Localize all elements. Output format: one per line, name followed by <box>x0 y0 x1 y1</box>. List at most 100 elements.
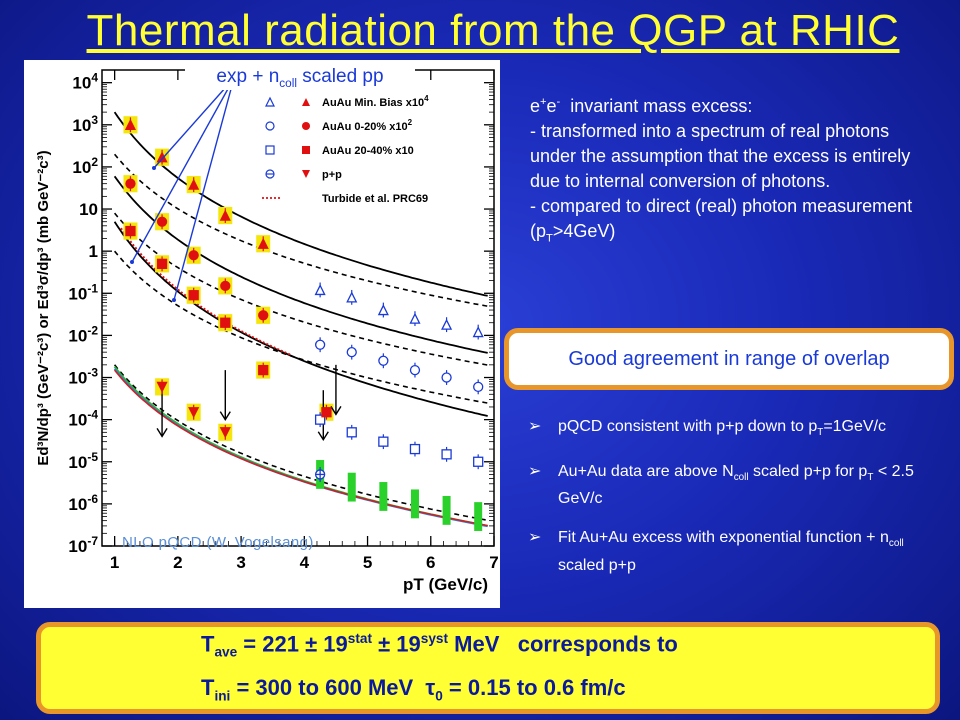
data-point <box>188 250 199 261</box>
y-tick-label: 10-1 <box>68 281 98 303</box>
result-l1-d: MeV corresponds to <box>448 631 678 657</box>
desc-para2-sub: T <box>546 232 553 245</box>
turbide-curve <box>120 227 293 356</box>
data-point <box>441 449 452 460</box>
y-tick-label: 10-4 <box>68 408 98 430</box>
pp-syst-box <box>410 489 419 519</box>
x-tick-label: 2 <box>173 553 182 572</box>
result-l1-b: = 221 ± 19 <box>237 631 348 657</box>
legend-swatch <box>302 98 310 106</box>
pp-syst-box <box>474 502 483 531</box>
nlo-label: NLO pQCD (W. Vogelsang) <box>122 534 314 551</box>
data-point <box>156 258 168 269</box>
bullet3-sub: coll <box>888 538 904 550</box>
x-tick-label: 4 <box>300 553 310 572</box>
legend-label: AuAu 0-20% x102 <box>322 118 413 133</box>
legend-swatch <box>265 145 275 155</box>
data-point <box>473 381 484 393</box>
x-tick-label: 7 <box>489 553 498 572</box>
legend-swatch <box>302 146 310 154</box>
result-tau-sub: 0 <box>435 688 443 704</box>
callout-sub: coll <box>279 76 297 90</box>
data-point <box>314 414 326 425</box>
data-point <box>346 291 358 303</box>
y-tick-label: 102 <box>72 155 98 177</box>
upper-limit-arrow <box>219 411 231 421</box>
data-point <box>188 407 200 419</box>
agreement-box: Good agreement in range of overlap <box>504 328 954 390</box>
fit-curve-minbias <box>113 111 488 297</box>
data-point <box>346 347 357 358</box>
pp-syst-box <box>379 482 388 511</box>
plot-panel: 10-7 10-6 10-5 10-4 10-3 10-2 10-1 1 10 102 103 104… <box>24 60 500 608</box>
x-axis-label: pT (GeV/c) <box>403 575 488 594</box>
nlo-pqcd-red <box>113 369 488 527</box>
ncoll-pp-curve-4 <box>113 364 488 522</box>
data-point <box>125 178 136 189</box>
x-tick-label: 5 <box>363 553 372 572</box>
y-tick-label: 10-3 <box>68 366 98 388</box>
y-tick-label: 1 <box>89 242 98 261</box>
legend-swatch <box>265 121 275 131</box>
result-t2: T <box>201 675 215 700</box>
callout-arrow-head <box>152 166 156 170</box>
data-point <box>346 427 357 438</box>
arrow-bullet-icon: ➢ <box>528 529 542 547</box>
desc-e2: e <box>546 96 557 116</box>
callout-arrow <box>173 77 235 301</box>
data-point <box>156 216 168 227</box>
result-t2-sub: ini <box>214 688 231 704</box>
result-sup-stat: stat <box>347 631 372 646</box>
description-text: e+e- invariant mass excess: - transforme… <box>530 90 940 252</box>
callout-prefix: exp + n <box>216 66 280 87</box>
y-tick-label: 104 <box>72 71 98 93</box>
ncoll-pp-curve-2 <box>113 212 488 366</box>
data-point <box>220 280 231 292</box>
bullet-item: ➢ Fit Au+Au excess with exponential func… <box>528 527 948 575</box>
result-sup-syst: syst <box>420 631 449 646</box>
photon-spectrum-chart: 10-7 10-6 10-5 10-4 10-3 10-2 10-1 1 10 102 103 104… <box>35 69 499 594</box>
arrow-bullet-icon: ➢ <box>528 418 542 435</box>
legend-swatch <box>302 170 310 178</box>
ncoll-pp-curve-3 <box>113 250 488 404</box>
legend-label: p+p <box>322 169 342 181</box>
y-tick-label: 10-2 <box>68 323 98 345</box>
bullet-list: ➢ pQCD consistent with p+p down to pT=1G… <box>528 416 948 594</box>
bullet1-sub: T <box>817 427 824 439</box>
data-point <box>378 355 389 366</box>
data-point <box>124 118 137 130</box>
result-t: T <box>201 631 215 657</box>
nlo-pqcd-green <box>113 366 488 527</box>
desc-para2-a: - compared to direct (real) photon measu… <box>530 196 913 241</box>
result-line-1: Tave = 221 ± 19stat ± 19syst MeV corresp… <box>201 631 678 660</box>
data-point <box>219 427 231 439</box>
result-l2-b: = 300 to 600 MeV τ <box>230 675 436 700</box>
data-point <box>441 318 453 330</box>
result-box: Tave = 221 ± 19stat ± 19syst MeV corresp… <box>36 622 940 714</box>
bullet1-a: pQCD consistent with p+p down to p <box>558 418 818 435</box>
desc-para2-b: >4GeV) <box>552 221 616 241</box>
data-point <box>378 436 389 447</box>
data-point <box>314 339 326 350</box>
y-axis-label: Ed³N/dp³ (GeV⁻²c³) or Ed³σ/dp³ (mb GeV⁻²… <box>35 150 52 465</box>
y-tick-label: 10-7 <box>68 534 98 556</box>
arrow-bullet-icon: ➢ <box>528 463 542 481</box>
desc-e1: e <box>530 96 541 116</box>
upper-limit-arrow <box>317 431 329 442</box>
y-tick-label: 10 <box>79 200 98 219</box>
bullet1-b: =1GeV/c <box>823 418 887 435</box>
callout-arrow <box>131 77 235 263</box>
bullet2-b: scaled p+p for p <box>748 463 868 481</box>
callout-suffix: scaled pp <box>296 66 384 87</box>
desc-para-1: - transformed into a spectrum of real ph… <box>530 121 911 191</box>
desc-para-2: - compared to direct (real) photon measu… <box>530 194 940 252</box>
data-point <box>314 283 326 296</box>
callout-arrow-head <box>172 298 176 302</box>
data-point <box>156 381 168 393</box>
fit-curve-central <box>113 175 488 354</box>
callout-label: exp + ncoll scaled pp <box>185 64 415 90</box>
data-point <box>409 443 421 455</box>
data-point <box>258 364 269 376</box>
data-point <box>473 456 484 467</box>
callout-arrow <box>153 77 235 169</box>
